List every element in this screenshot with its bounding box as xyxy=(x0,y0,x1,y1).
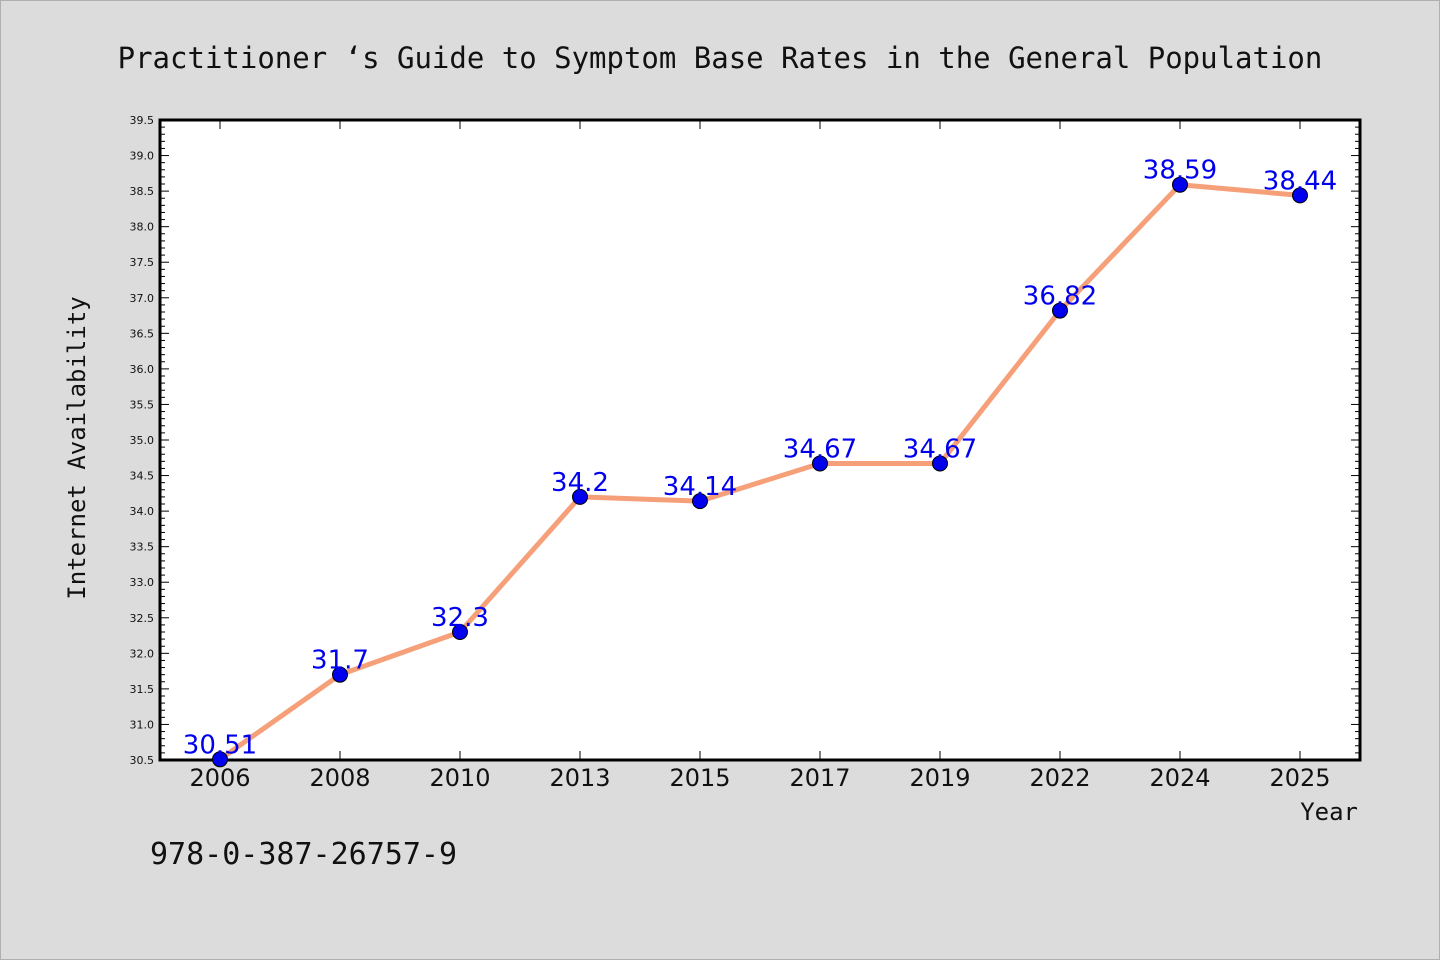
data-point xyxy=(212,751,228,768)
data-point xyxy=(332,666,348,683)
y-tick-label: 34.0 xyxy=(130,505,155,518)
chart-title: Practitioner ‘s Guide to Symptom Base Ra… xyxy=(118,41,1323,75)
data-label: 34.67 xyxy=(903,434,977,464)
y-tick-label: 33.0 xyxy=(130,576,155,589)
y-tick-label: 32.5 xyxy=(130,612,155,625)
y-tick-label: 31.0 xyxy=(130,718,155,731)
data-label: 32.3 xyxy=(431,603,489,633)
data-point xyxy=(1292,187,1308,204)
x-tick-label: 2006 xyxy=(189,764,250,792)
y-tick-label: 31.5 xyxy=(130,683,155,696)
x-tick-label: 2022 xyxy=(1029,764,1090,792)
data-point xyxy=(1172,176,1188,193)
data-label: 34.14 xyxy=(663,472,737,502)
x-tick-label: 2025 xyxy=(1269,764,1330,792)
y-tick-label: 39.5 xyxy=(130,114,155,127)
data-point xyxy=(692,493,708,510)
y-tick-label: 35.5 xyxy=(130,398,155,411)
y-tick-label: 36.0 xyxy=(130,363,155,376)
data-label: 36.82 xyxy=(1023,282,1097,312)
y-tick-label: 38.5 xyxy=(130,185,155,198)
y-tick-label: 33.5 xyxy=(130,541,155,554)
x-tick-label: 2019 xyxy=(909,764,970,792)
x-axis-label: Year xyxy=(1300,798,1358,826)
y-tick-label: 32.0 xyxy=(130,647,155,660)
x-tick-label: 2017 xyxy=(789,764,850,792)
data-label: 34.2 xyxy=(551,468,609,498)
y-tick-label: 30.5 xyxy=(130,754,155,767)
y-tick-label: 39.0 xyxy=(130,150,155,163)
y-tick-label: 36.5 xyxy=(130,327,155,340)
y-axis-label: Internet Availability xyxy=(63,296,91,599)
data-label: 31.7 xyxy=(311,646,369,676)
x-axis: 2006 2008 2010 2013 2015 2017 2019 2022 2024 2025 xyxy=(189,120,1331,792)
x-tick-label: 2013 xyxy=(549,764,610,792)
x-tick-label: 2010 xyxy=(429,764,490,792)
data-point xyxy=(572,488,588,505)
data-point xyxy=(452,624,468,640)
series-group: 30.51 31.7 32.3 34.2 34.14 34.67 34.67 36.82 38.… xyxy=(183,156,1337,768)
footnote-isbn: 978-0-387-26757-9 xyxy=(150,837,457,872)
data-label: 38.59 xyxy=(1143,156,1217,186)
data-point xyxy=(1052,302,1068,319)
y-tick-label: 37.5 xyxy=(130,256,155,269)
data-point xyxy=(932,455,948,472)
y-tick-label: 37.0 xyxy=(130,292,155,305)
x-tick-label: 2008 xyxy=(309,764,370,792)
y-tick-label: 38.0 xyxy=(130,221,155,234)
y-axis: 30.5 31.0 31.5 32.0 32.5 33.0 33.5 34.0 34.5 35.0… xyxy=(130,114,1360,767)
data-label: 34.67 xyxy=(783,434,857,464)
data-point xyxy=(812,455,828,472)
data-label: 30.51 xyxy=(183,730,257,760)
y-tick-label: 34.5 xyxy=(130,470,155,483)
y-tick-label: 35.0 xyxy=(130,434,155,447)
plot-area xyxy=(158,118,1362,762)
data-label: 38.44 xyxy=(1263,166,1337,196)
x-tick-label: 2024 xyxy=(1149,764,1210,792)
series-line xyxy=(218,182,1301,762)
x-tick-label: 2015 xyxy=(669,764,730,792)
